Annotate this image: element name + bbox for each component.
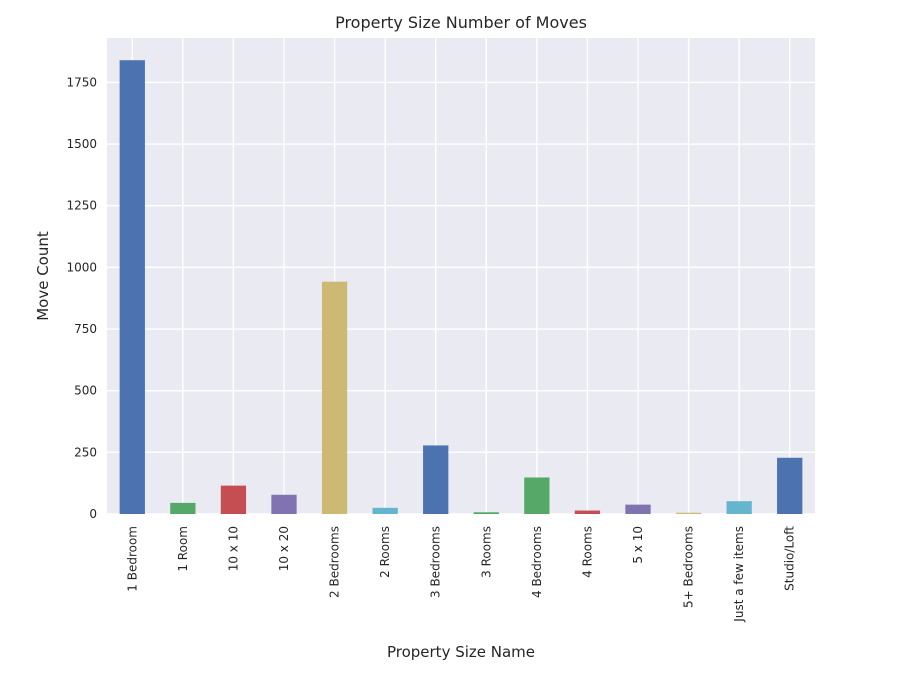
x-tick-label: 2 Rooms [378, 526, 392, 578]
chart-title: Property Size Number of Moves [335, 13, 587, 32]
bar [524, 477, 550, 514]
x-tick-label: Studio/Loft [783, 526, 797, 591]
plot-background [107, 38, 815, 514]
bar [372, 507, 398, 514]
bar [574, 510, 601, 514]
bars [119, 60, 803, 514]
y-tick-label: 750 [74, 322, 97, 336]
x-tick-label: 10 x 10 [226, 526, 240, 571]
bar [726, 501, 752, 514]
x-tick-label: 4 Rooms [580, 526, 594, 578]
x-tick-label: 1 Bedroom [125, 526, 139, 592]
x-tick-label: 2 Bedrooms [328, 526, 342, 598]
y-tick-label: 1500 [66, 137, 97, 151]
grid-lines [107, 38, 815, 515]
x-tick-label: Just a few items [732, 526, 746, 623]
bar [271, 494, 297, 514]
bar [170, 502, 196, 514]
bar [675, 512, 702, 514]
bar [423, 445, 449, 514]
x-tick-label: 4 Bedrooms [530, 526, 544, 598]
x-tick-label: 1 Room [176, 526, 190, 572]
y-tick-label: 0 [89, 507, 97, 521]
y-tick-label: 500 [74, 384, 97, 398]
x-tick-labels: 1 Bedroom 1 Room 10 x 10 10 x 20 2 Bedrooms 2… [125, 526, 796, 623]
bar [321, 281, 348, 514]
x-tick-label: 3 Bedrooms [429, 526, 443, 598]
x-tick-label: 5+ Bedrooms [682, 526, 696, 608]
y-axis-title: Move Count [34, 231, 52, 321]
x-tick-label: 10 x 20 [277, 526, 291, 571]
bar [119, 60, 145, 514]
y-tick-label: 250 [74, 445, 97, 459]
bar [220, 485, 247, 514]
y-tick-label: 1750 [66, 75, 97, 89]
y-tick-labels: 0 250 500 750 1000 1250 1500 1750 [66, 75, 97, 521]
x-axis-title: Property Size Name [387, 643, 535, 661]
y-tick-label: 1000 [66, 260, 97, 274]
x-tick-label: 5 x 10 [631, 526, 645, 564]
bar [777, 457, 803, 514]
bar [625, 504, 651, 514]
bar [473, 512, 499, 514]
x-tick-label: 3 Rooms [479, 526, 493, 578]
y-tick-label: 1250 [66, 199, 97, 213]
